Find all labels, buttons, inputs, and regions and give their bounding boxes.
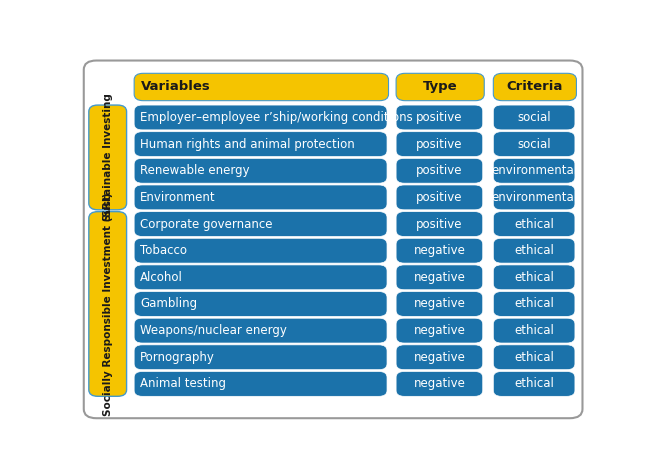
FancyBboxPatch shape	[134, 158, 387, 183]
FancyBboxPatch shape	[493, 158, 575, 183]
FancyBboxPatch shape	[493, 345, 575, 370]
FancyBboxPatch shape	[396, 132, 483, 156]
FancyBboxPatch shape	[396, 318, 483, 343]
FancyBboxPatch shape	[134, 238, 387, 263]
Text: environmental: environmental	[491, 164, 577, 177]
FancyBboxPatch shape	[134, 265, 387, 290]
FancyBboxPatch shape	[493, 238, 575, 263]
FancyBboxPatch shape	[396, 292, 483, 316]
FancyBboxPatch shape	[493, 211, 575, 237]
Text: positive: positive	[416, 137, 463, 151]
FancyBboxPatch shape	[493, 318, 575, 343]
Text: ethical: ethical	[514, 298, 554, 310]
FancyBboxPatch shape	[396, 372, 483, 396]
Text: Weapons/nuclear energy: Weapons/nuclear energy	[140, 324, 287, 337]
Text: ethical: ethical	[514, 218, 554, 230]
Text: Socially Responsible Investment (SRI): Socially Responsible Investment (SRI)	[103, 192, 112, 416]
FancyBboxPatch shape	[134, 211, 387, 237]
FancyBboxPatch shape	[396, 265, 483, 290]
FancyBboxPatch shape	[396, 158, 483, 183]
Text: social: social	[517, 137, 551, 151]
Text: social: social	[517, 111, 551, 124]
FancyBboxPatch shape	[134, 73, 389, 100]
FancyBboxPatch shape	[396, 185, 483, 210]
Text: ethical: ethical	[514, 244, 554, 257]
Text: positive: positive	[416, 111, 463, 124]
Text: ethical: ethical	[514, 271, 554, 284]
FancyBboxPatch shape	[493, 105, 575, 130]
FancyBboxPatch shape	[493, 73, 577, 100]
Text: ethical: ethical	[514, 324, 554, 337]
FancyBboxPatch shape	[493, 265, 575, 290]
FancyBboxPatch shape	[396, 105, 483, 130]
Text: negative: negative	[413, 324, 465, 337]
Text: negative: negative	[413, 351, 465, 364]
FancyBboxPatch shape	[89, 105, 127, 210]
Text: positive: positive	[416, 191, 463, 204]
Text: Employer–employee r’ship/working conditions: Employer–employee r’ship/working conditi…	[140, 111, 413, 124]
FancyBboxPatch shape	[134, 132, 387, 156]
Text: Sustainable Investing: Sustainable Investing	[103, 93, 112, 221]
FancyBboxPatch shape	[134, 185, 387, 210]
FancyBboxPatch shape	[396, 238, 483, 263]
FancyBboxPatch shape	[89, 211, 127, 396]
Text: positive: positive	[416, 164, 463, 177]
FancyBboxPatch shape	[134, 318, 387, 343]
Text: Pornography: Pornography	[140, 351, 215, 364]
FancyBboxPatch shape	[493, 292, 575, 316]
FancyBboxPatch shape	[134, 345, 387, 370]
Text: Type: Type	[423, 81, 458, 93]
FancyBboxPatch shape	[134, 292, 387, 316]
Text: Human rights and animal protection: Human rights and animal protection	[140, 137, 355, 151]
Text: Criteria: Criteria	[507, 81, 563, 93]
Text: negative: negative	[413, 244, 465, 257]
Text: Corporate governance: Corporate governance	[140, 218, 273, 230]
FancyBboxPatch shape	[396, 345, 483, 370]
FancyBboxPatch shape	[493, 185, 575, 210]
FancyBboxPatch shape	[134, 105, 387, 130]
Text: negative: negative	[413, 298, 465, 310]
Text: Tobacco: Tobacco	[140, 244, 187, 257]
FancyBboxPatch shape	[396, 73, 484, 100]
Text: negative: negative	[413, 377, 465, 391]
FancyBboxPatch shape	[134, 372, 387, 396]
Text: Gambling: Gambling	[140, 298, 198, 310]
FancyBboxPatch shape	[84, 61, 582, 418]
Text: Variables: Variables	[141, 81, 211, 93]
Text: Renewable energy: Renewable energy	[140, 164, 250, 177]
Text: ethical: ethical	[514, 351, 554, 364]
Text: Animal testing: Animal testing	[140, 377, 226, 391]
Text: ethical: ethical	[514, 377, 554, 391]
Text: Alcohol: Alcohol	[140, 271, 183, 284]
Text: Environment: Environment	[140, 191, 216, 204]
FancyBboxPatch shape	[493, 132, 575, 156]
Text: environmental: environmental	[491, 191, 577, 204]
Text: negative: negative	[413, 271, 465, 284]
FancyBboxPatch shape	[396, 211, 483, 237]
FancyBboxPatch shape	[493, 372, 575, 396]
Text: positive: positive	[416, 218, 463, 230]
